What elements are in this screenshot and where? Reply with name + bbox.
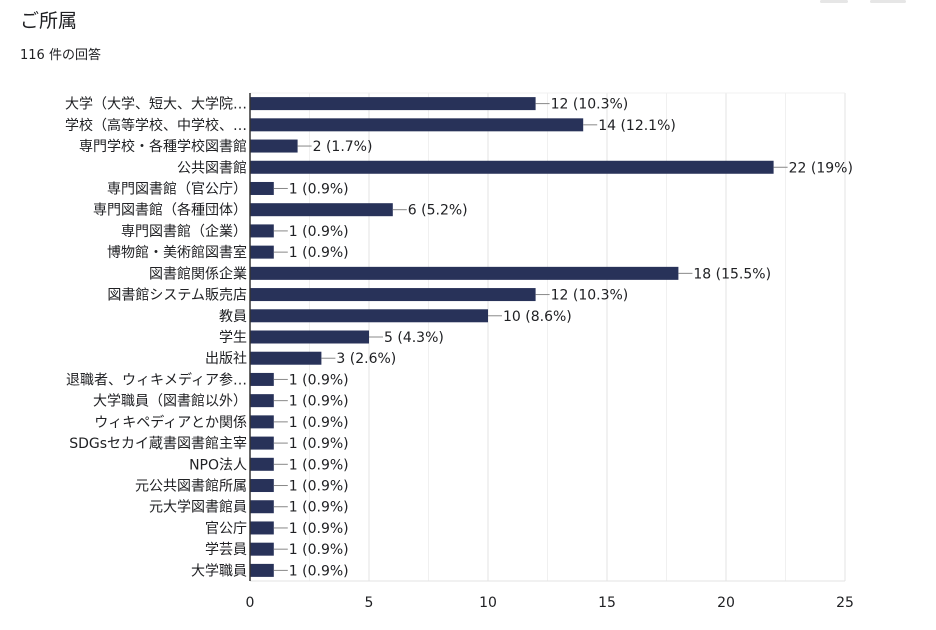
value-label: 1 (0.9%) (289, 521, 349, 537)
category-label: 官公庁 (205, 521, 247, 537)
category-label: 大学職員 (191, 563, 247, 579)
category-label: 学芸員 (205, 542, 247, 558)
category-label: NPO法人 (189, 457, 247, 473)
bar (250, 181, 274, 195)
category-label: ウィキペディアとか関係 (94, 414, 247, 431)
bar (250, 266, 679, 280)
category-label: 学生 (219, 330, 247, 346)
bar (250, 118, 584, 132)
value-label: 1 (0.9%) (289, 245, 349, 261)
bar (250, 288, 536, 302)
bar (250, 203, 393, 217)
value-label: 18 (15.5%) (693, 266, 771, 282)
value-label: 1 (0.9%) (289, 224, 349, 240)
category-label: 大学（大学、短大、大学院… (65, 97, 247, 113)
value-label: 2 (1.7%) (313, 139, 373, 155)
bar (250, 372, 274, 386)
category-label: 大学職員（図書館以外） (93, 393, 247, 410)
bar (250, 542, 274, 556)
value-label: 1 (0.9%) (289, 181, 349, 197)
x-tick-label: 20 (717, 595, 735, 611)
bar (250, 563, 274, 577)
category-label: 出版社 (205, 351, 247, 367)
value-label: 12 (10.3%) (551, 288, 629, 304)
bar (250, 224, 274, 238)
bar (250, 245, 274, 259)
value-label: 1 (0.9%) (289, 436, 349, 452)
bar (250, 500, 274, 514)
value-label: 1 (0.9%) (289, 457, 349, 473)
x-tick-label: 15 (598, 595, 616, 611)
bar (250, 97, 536, 111)
bar (250, 415, 274, 429)
bar (250, 457, 274, 471)
value-label: 22 (19%) (789, 160, 853, 176)
bar (250, 330, 369, 344)
category-label: 専門学校・各種学校図書館 (79, 138, 247, 155)
category-label: 専門図書館（各種団体） (93, 202, 247, 219)
category-label: 博物館・美術館図書室 (107, 244, 247, 261)
response-count: 116 件の回答 (20, 48, 101, 63)
category-label: 専門図書館（官公庁） (107, 180, 247, 197)
category-label: 元公共図書館所属 (135, 478, 247, 495)
value-label: 10 (8.6%) (503, 309, 572, 325)
value-label: 1 (0.9%) (289, 479, 349, 495)
x-tick-label: 10 (479, 595, 497, 611)
value-label: 1 (0.9%) (289, 542, 349, 558)
category-label: 公共図書館 (177, 159, 247, 176)
bar (250, 309, 488, 323)
category-label: SDGsセカイ蔵書図書館主宰 (69, 435, 247, 452)
value-label: 1 (0.9%) (289, 394, 349, 410)
x-tick-label: 25 (836, 595, 854, 611)
bar (250, 394, 274, 408)
x-tick-label: 0 (246, 595, 255, 611)
value-label: 14 (12.1%) (598, 118, 676, 134)
value-label: 1 (0.9%) (289, 500, 349, 516)
bar (250, 351, 322, 365)
value-label: 1 (0.9%) (289, 563, 349, 579)
bar (250, 139, 298, 153)
category-label: 元大学図書館員 (149, 499, 247, 516)
category-label: 退職者、ウィキメディア参… (66, 371, 247, 388)
category-label: 教員 (219, 309, 247, 325)
value-label: 1 (0.9%) (289, 372, 349, 388)
bar (250, 479, 274, 493)
category-label: 専門図書館（企業） (121, 223, 247, 240)
chart-title: ご所属 (20, 10, 78, 32)
category-label: 図書館システム販売店 (107, 287, 247, 304)
category-label: 図書館関係企業 (149, 265, 247, 282)
value-label: 1 (0.9%) (289, 415, 349, 431)
value-label: 12 (10.3%) (551, 97, 629, 113)
bar (250, 436, 274, 450)
value-label: 3 (2.6%) (336, 351, 396, 367)
value-label: 6 (5.2%) (408, 203, 468, 219)
window-controls-decoration (820, 0, 910, 4)
category-label: 学校（高等学校、中学校、… (65, 117, 247, 134)
value-label: 5 (4.3%) (384, 330, 444, 346)
bar (250, 160, 774, 174)
bar (250, 521, 274, 535)
x-tick-label: 5 (365, 595, 374, 611)
